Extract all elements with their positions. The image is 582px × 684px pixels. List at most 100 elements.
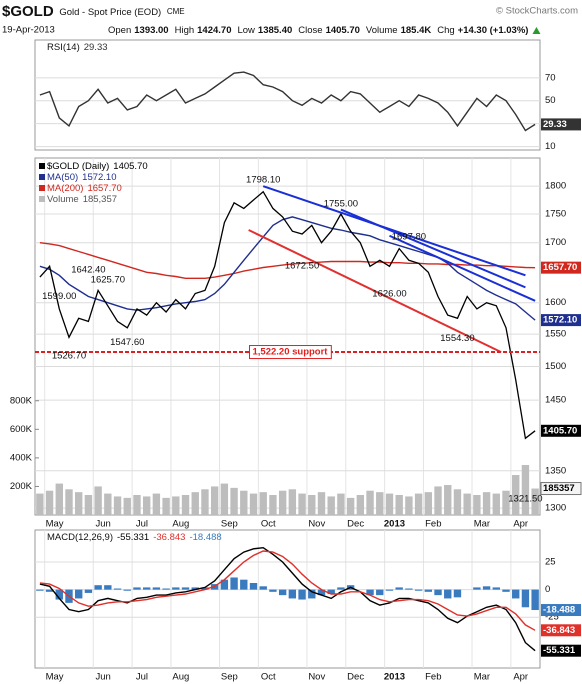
bar [278,589,287,596]
bar [152,493,161,515]
annotation: 1697.80 [392,232,426,243]
bar [240,490,248,515]
annotation: 1321.50 [508,493,542,504]
symbol: $GOLD [2,3,54,20]
bar [152,587,161,590]
legend-value: 1657.70 [87,183,121,194]
legend-value: 1405.70 [113,161,147,172]
quote: Open 1393.00 High 1424.70 Low 1385.40 Close 140… [108,25,528,36]
x-tick-label: Dec [347,519,364,530]
bar [492,587,500,590]
series-line [39,550,536,631]
bar [142,587,151,590]
bar [45,490,54,515]
up-arrow [532,27,541,34]
legend: RSI(14) 29.33 [47,42,108,53]
bar [123,589,131,591]
bar [249,493,258,515]
quote-label: Volume [366,25,398,36]
legend-value: 185,357 [83,194,117,205]
y2-tick-label: 800K [10,395,33,406]
legend-value: -36.843 [153,532,185,543]
legend-entry: Volume 185,357 [47,194,117,205]
x-tick-label: Nov [308,519,325,530]
y-tick-label: 25 [545,557,556,568]
bar [288,489,297,515]
annotation: 1625.70 [91,274,125,285]
legend-entry: MA(200) 1657.70 [47,183,122,194]
bar [162,588,170,590]
y-tick-label: 1550 [545,329,566,340]
last-value-label: -18.488 [543,605,575,616]
x-tick-label: Jun [95,519,110,530]
x-tick-label: Apr [513,519,528,530]
x-tick-label: Nov [308,672,325,683]
y-tick-label: 1300 [545,503,566,514]
bar [298,589,306,600]
bar [201,489,209,515]
last-value-box [541,644,581,657]
legend-value: -55.331 [117,532,149,543]
bar [376,492,384,515]
bar [45,589,54,592]
bar [181,587,190,590]
date: 19-Apr-2013 [2,25,55,36]
annotation: 1755.00 [324,199,358,210]
legend-swatch [39,174,45,180]
last-value-box [541,604,581,617]
last-value-box [541,624,581,637]
support-label: 1,522.20 support [253,347,329,358]
bar [230,577,238,590]
y-tick-label: 1750 [545,209,566,220]
y-tick-label: 1700 [545,237,566,248]
series-line [39,190,536,440]
trendline [248,229,502,354]
bar [133,587,141,590]
bar [123,497,131,515]
bar [366,490,374,515]
bar [395,587,403,590]
bar [337,493,345,515]
annotation: 1672.50 [285,260,319,271]
bar [521,589,530,608]
x-tick-label: Jul [136,672,148,683]
x-tick-label: 2013 [384,519,405,530]
annotation: 1798.10 [246,175,280,186]
y-tick-label: 1500 [545,361,566,372]
bar [210,486,219,515]
y-tick-label: 1600 [545,297,566,308]
bar [75,492,83,515]
quote-label: Open [108,25,131,36]
bar [444,485,452,515]
bar [191,587,199,590]
x-tick-label: May [46,672,64,683]
bar [395,495,403,515]
quote-value: 1393.00 [134,25,168,36]
x-tick-label: Aug [172,672,189,683]
y-tick-label: 70 [545,72,556,83]
quote-value: +14.30 (+1.03%) [458,25,529,36]
bar [424,589,433,592]
bar [512,589,520,599]
bar [434,589,442,596]
support-box [249,345,332,360]
bar [249,582,258,590]
panel [34,39,541,151]
bar [55,589,63,600]
bar [55,483,63,515]
exchange: CME [167,7,185,16]
legend-value: 1572.10 [82,172,116,183]
bar [502,490,510,515]
x-tick-label: Apr [513,672,528,683]
bar [434,486,442,515]
bar [463,493,471,515]
bar [482,586,491,590]
y-tick-label: 1800 [545,181,566,192]
bar [405,496,413,515]
bar [492,493,500,515]
bar [327,496,335,515]
y2-tick-label: 400K [10,452,33,463]
legend-swatch [39,185,45,191]
bar [424,492,433,515]
bar [104,585,112,590]
